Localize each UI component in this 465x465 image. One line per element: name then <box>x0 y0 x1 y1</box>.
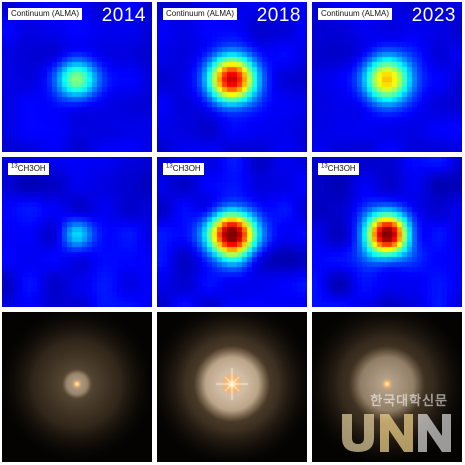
methanol-panel-2023: 13CH3OH <box>312 157 462 307</box>
continuum-map-2018 <box>157 2 307 152</box>
continuum-panel-2014: Continuum (ALMA) 2014 <box>2 2 152 152</box>
continuum-map-2023 <box>312 2 462 152</box>
methanol-label-molecule: CH3OH <box>327 164 356 173</box>
methanol-label-isotope: 13 <box>166 163 173 170</box>
year-label-2023: 2023 <box>411 5 456 26</box>
methanol-map-2018 <box>157 157 307 307</box>
methanol-map-2014 <box>2 157 152 307</box>
methanol-label-molecule: CH3OH <box>17 164 46 173</box>
continuum-panel-2023: Continuum (ALMA) 2023 <box>312 2 462 152</box>
continuum-label: Continuum (ALMA) <box>318 8 393 20</box>
methanol-panel-2018: 13CH3OH <box>157 157 307 307</box>
continuum-map-2014 <box>2 2 152 152</box>
methanol-label: 13CH3OH <box>318 163 359 175</box>
illustration-panel-2014 <box>2 312 152 462</box>
protostar-illustration-2018 <box>157 312 307 462</box>
protostar-illustration-2014 <box>2 312 152 462</box>
continuum-label: Continuum (ALMA) <box>8 8 83 20</box>
illustration-panel-2023: 한국대학신문 <box>312 312 462 462</box>
methanol-label-molecule: CH3OH <box>172 164 201 173</box>
continuum-label: Continuum (ALMA) <box>163 8 238 20</box>
methanol-label-isotope: 13 <box>321 163 328 170</box>
year-label-2014: 2014 <box>101 5 146 26</box>
methanol-map-2023 <box>312 157 462 307</box>
methanol-panel-2014: 13CH3OH <box>2 157 152 307</box>
illustration-panel-2018 <box>157 312 307 462</box>
methanol-label: 13CH3OH <box>8 163 49 175</box>
methanol-label-isotope: 13 <box>11 163 18 170</box>
methanol-label: 13CH3OH <box>163 163 204 175</box>
year-label-2018: 2018 <box>256 5 301 26</box>
protostar-illustration-2023 <box>312 312 462 462</box>
continuum-panel-2018: Continuum (ALMA) 2018 <box>157 2 307 152</box>
